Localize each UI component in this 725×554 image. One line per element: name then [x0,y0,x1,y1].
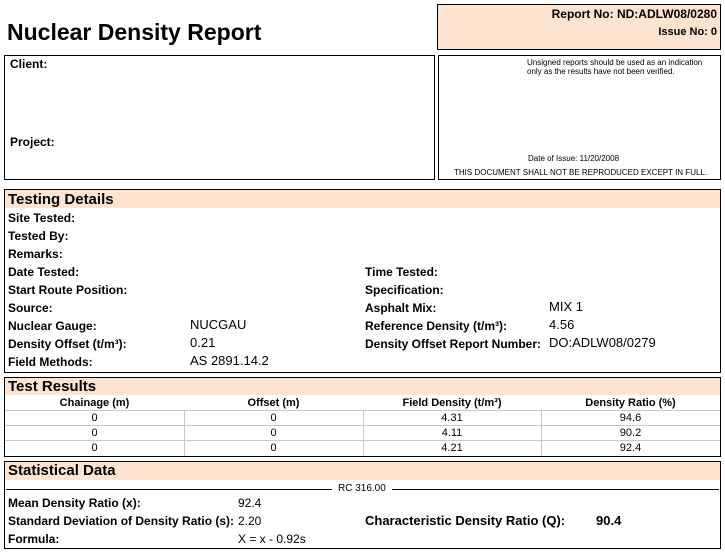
cell: 0 [270,442,277,454]
section-band [5,190,720,208]
cell: 4.11 [441,427,463,439]
field-label: Site Tested: [8,211,76,225]
field-value: 4.56 [549,317,575,332]
unsigned-notice: Unsigned reports should be used as an in… [527,58,703,76]
report-title: Nuclear Density Report [7,19,262,45]
cell: 0 [91,412,98,424]
field-label: Field Methods: [8,355,93,369]
cell: 0 [91,427,98,439]
std-value: 2.20 [238,514,262,528]
cell: 0 [270,412,277,424]
field-label: Asphalt Mix: [365,301,437,315]
section-band [5,462,720,480]
date-of-issue: Date of Issue: 11/20/2008 [528,154,620,163]
section-band [5,378,720,395]
field-value: 0.21 [190,335,216,350]
field-label: Date Tested: [8,265,80,279]
field-label: Tested By: [8,229,69,243]
test-results-box [4,377,721,457]
field-label: Start Route Position: [8,283,128,297]
field-value: AS 2891.14.2 [190,353,269,368]
field-label: Specification: [365,283,444,297]
issue-number: Issue No: 0 [658,26,717,38]
row-line [5,425,720,426]
rc-label: RC 316.00 [332,482,392,496]
client-box [4,55,435,180]
column-header: Chainage (m) [59,397,130,409]
testing-details-box [4,189,721,373]
cell: 0 [91,442,98,454]
column-header: Offset (m) [247,397,300,409]
report-box [437,4,721,50]
characteristic-value: 90.4 [596,513,622,528]
section-title: Test Results [8,378,97,395]
statistical-box [4,461,721,549]
field-label: Density Offset (t/m³): [8,337,127,351]
formula-label: Formula: [8,532,60,546]
reproduction-notice: THIS DOCUMENT SHALL NOT BE REPRODUCED EX… [454,168,708,177]
column-header: Density Ratio (%) [585,397,676,409]
row-line [5,440,720,441]
field-label: Reference Density (t/m³): [365,319,508,333]
client-label: Client: [10,57,48,71]
formula-value: X = x - 0.92s [238,532,306,546]
mean-value: 92.4 [238,496,262,510]
column-divider [363,410,364,456]
field-label: Source: [8,301,53,315]
cell: 4.21 [441,442,463,454]
std-label: Standard Deviation of Density Ratio (s): [8,514,235,528]
field-value: NUCGAU [190,317,247,332]
field-label: Time Tested: [365,265,438,279]
field-label: Remarks: [8,247,63,261]
cell: 0 [270,427,277,439]
section-title: Statistical Data [8,462,116,479]
column-header: Field Density (t/m³) [402,397,502,409]
row-line [5,410,720,411]
field-label: Density Offset Report Number: [365,337,542,351]
section-title: Testing Details [8,191,114,208]
field-value: MIX 1 [549,299,583,314]
cell: 4.31 [441,412,463,424]
field-value: DO:ADLW08/0279 [549,335,656,350]
notice-box [438,55,721,180]
project-label: Project: [10,135,55,149]
cell: 92.4 [619,442,642,454]
characteristic-label: Characteristic Density Ratio (Q): [365,513,566,528]
report-number: Report No: ND:ADLW08/0280 [551,7,717,21]
mean-label: Mean Density Ratio (x): [8,496,141,510]
field-label: Nuclear Gauge: [8,319,97,333]
cell: 94.6 [619,412,642,424]
column-divider [184,410,185,456]
column-divider [541,410,542,456]
cell: 90.2 [619,427,642,439]
